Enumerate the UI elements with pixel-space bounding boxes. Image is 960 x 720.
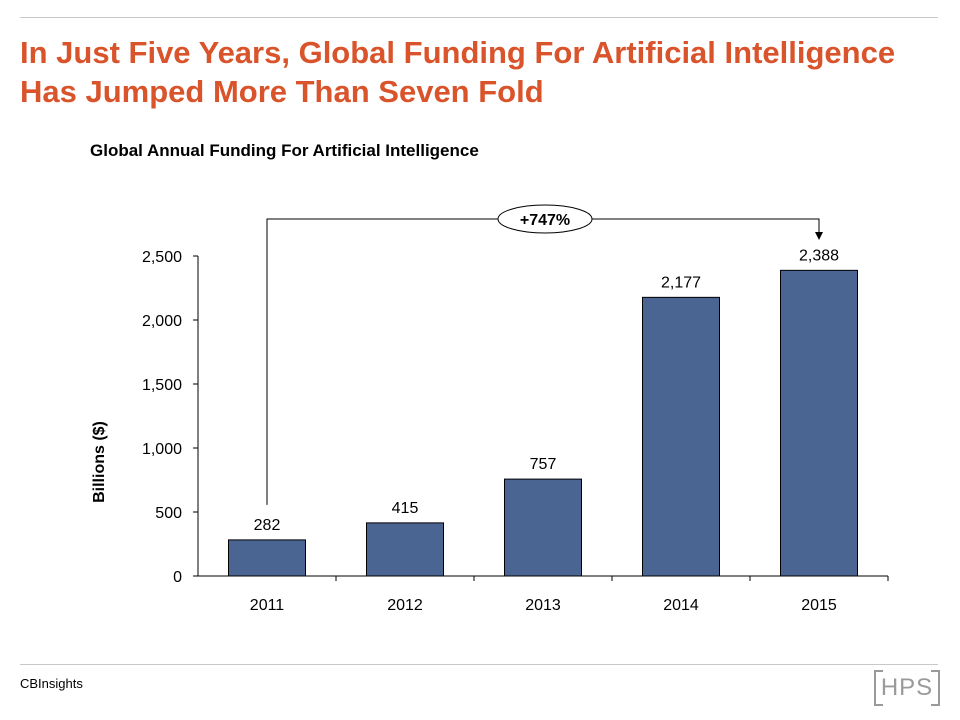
growth-annotation-oval (497, 204, 593, 234)
logo-left-bracket (874, 670, 883, 706)
bar-value-label: 415 (392, 500, 419, 517)
bar (642, 296, 720, 577)
growth-annotation-label: +747% (520, 212, 570, 229)
bar (504, 478, 582, 577)
source-label: CBInsights (20, 676, 83, 691)
bar-value-label: 2,388 (799, 247, 839, 264)
y-tick-label: 2,000 (142, 313, 182, 330)
hps-logo: HPS (874, 670, 940, 706)
chart-title: Global Annual Funding For Artificial Int… (90, 141, 479, 160)
top-rule (20, 17, 938, 18)
y-tick-label: 1,000 (142, 441, 182, 458)
logo-text: HPS (880, 674, 934, 701)
y-tick-label: 0 (173, 569, 182, 586)
bar-value-label: 2,177 (661, 274, 701, 291)
bottom-rule (20, 664, 938, 665)
y-tick-label: 1,500 (142, 377, 182, 394)
bar-value-label: 757 (530, 456, 557, 473)
x-tick-label: 2011 (250, 597, 285, 614)
bar (366, 522, 444, 577)
y-tick-label: 500 (155, 505, 182, 522)
growth-bracket-left (266, 218, 498, 505)
slide-title: In Just Five Years, Global Funding For A… (20, 35, 896, 109)
x-tick-label: 2014 (663, 597, 699, 614)
growth-arrowhead (815, 232, 823, 240)
x-tick-label: 2012 (387, 597, 423, 614)
growth-bracket-right (592, 218, 820, 233)
y-tick-label: 2,500 (142, 249, 182, 266)
bar (780, 269, 858, 577)
logo-right-bracket (931, 670, 940, 706)
bar-value-label: 282 (254, 517, 281, 534)
x-tick-label: 2013 (525, 597, 561, 614)
bar (228, 539, 306, 577)
x-tick-label: 2015 (801, 597, 837, 614)
